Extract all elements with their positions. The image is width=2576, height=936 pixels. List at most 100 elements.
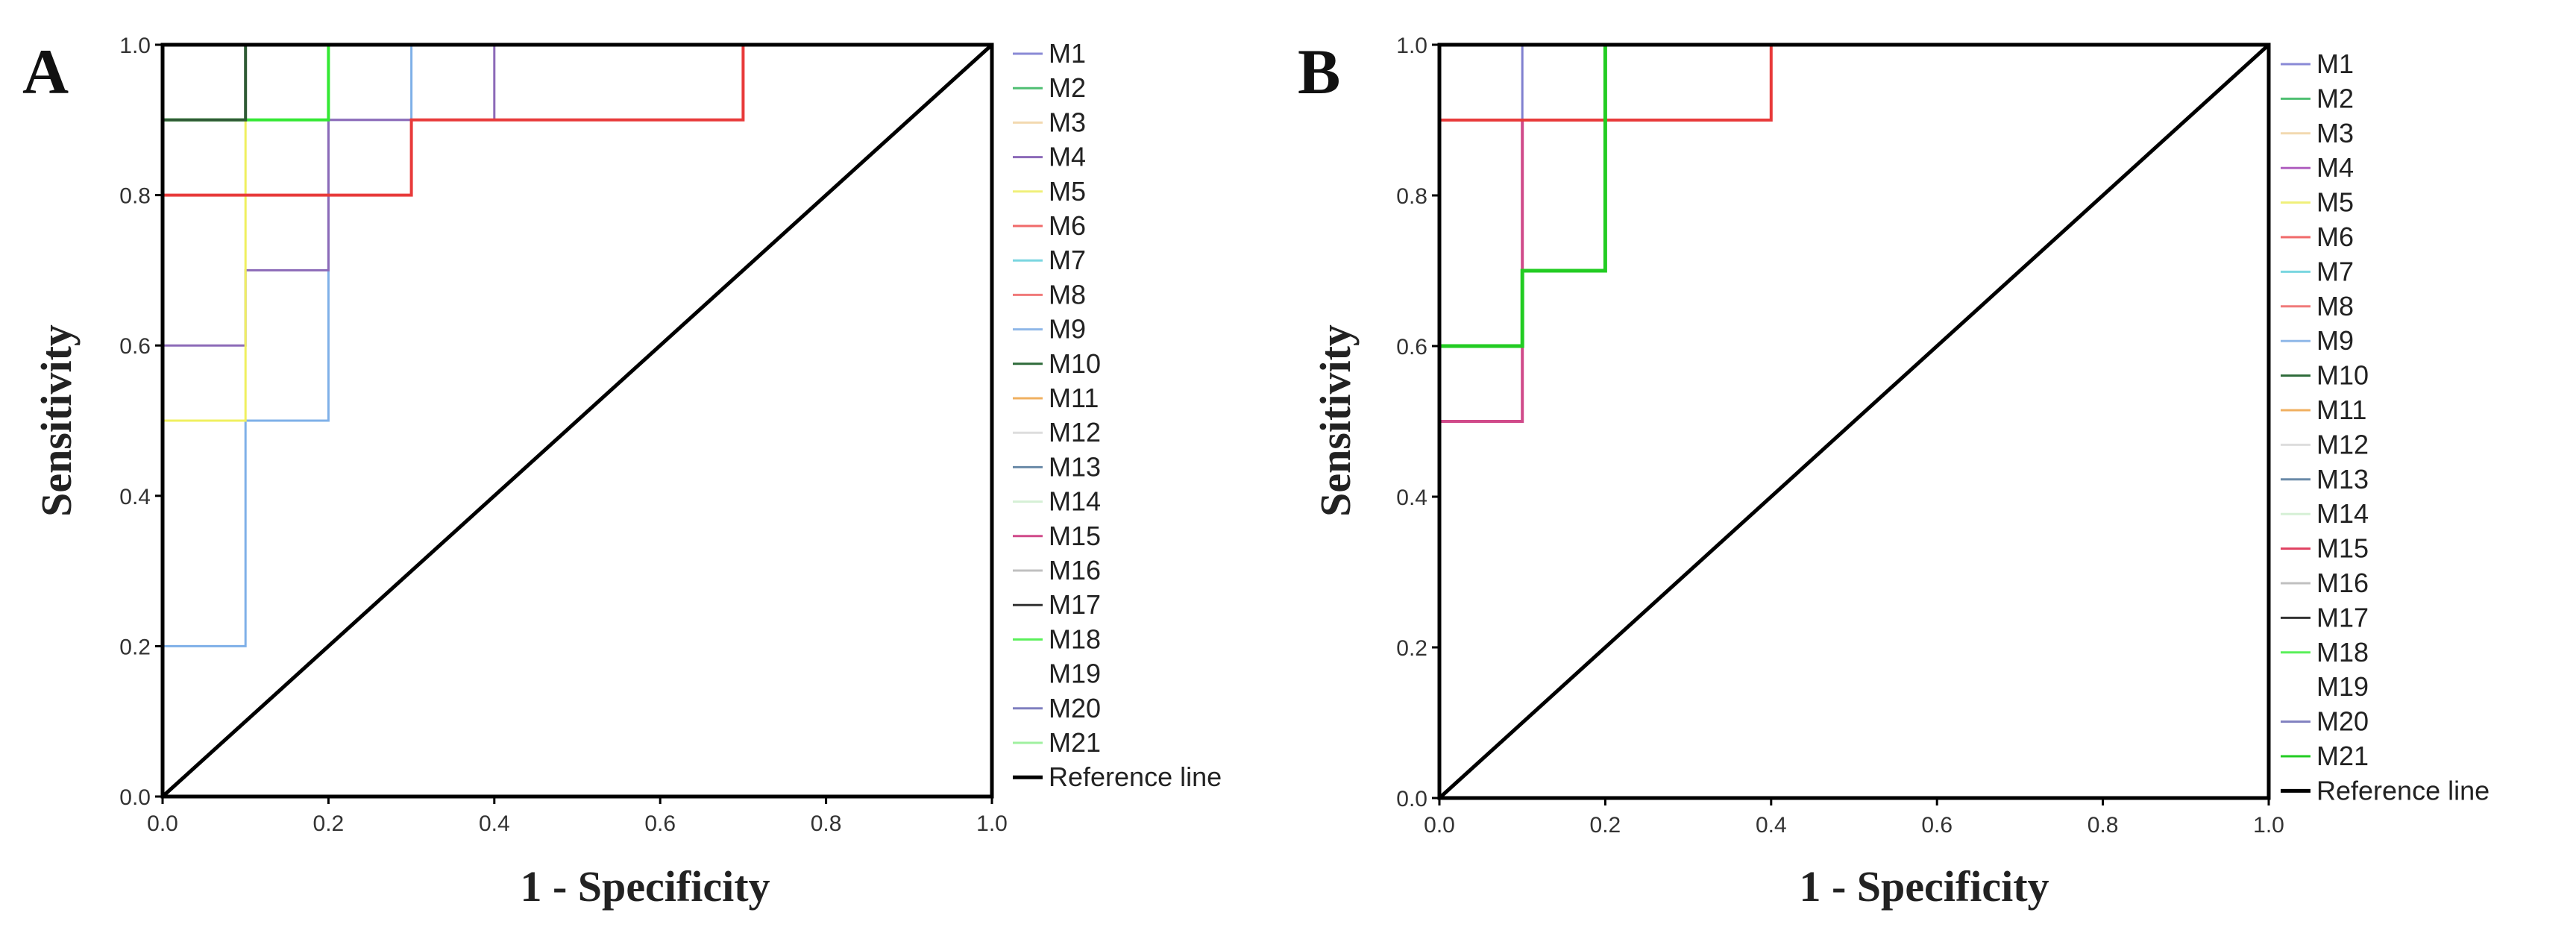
x-tick-label: 0.8 [2087, 813, 2119, 838]
legend-entry: M2 [1013, 72, 1086, 103]
panel-a: A 1 - Specificity Sensitivity 0.0 0.2 0.4 0… [22, 34, 1222, 911]
legend-label: M10 [1049, 348, 1101, 379]
legend-entry: M5 [1013, 176, 1086, 207]
legend-label: M5 [2316, 187, 2354, 218]
legend-label: M19 [1049, 659, 1101, 689]
legend-entry: M11 [1013, 383, 1099, 413]
legend-label: M2 [2316, 83, 2354, 113]
x-tick-label: 1.0 [976, 811, 1008, 836]
legend-entry: M4 [1013, 142, 1086, 172]
legend-entry: Reference line [2281, 775, 2489, 805]
legend-label: M1 [1049, 38, 1086, 69]
y-tick-label: 0.0 [119, 785, 151, 810]
legend-label: M15 [1049, 521, 1101, 551]
legend-label: M16 [2316, 568, 2369, 598]
legend-label: M1 [2316, 48, 2354, 79]
legend-label: M13 [2316, 464, 2369, 494]
panel-b: B 1 - Specificity Sensitivity 0.0 0.2 0.4 0… [1298, 34, 2489, 911]
y-tick-label: 0.8 [1396, 184, 1427, 209]
legend-label: M8 [1049, 279, 1086, 310]
legend-label: M10 [2316, 360, 2369, 391]
legend-label: M20 [2316, 706, 2369, 737]
legend-entry: M3 [2281, 118, 2354, 148]
panel-a-y-axis-title: Sensitivity [32, 324, 81, 517]
legend-entry: M14 [1013, 486, 1101, 517]
x-tick-label: 0.6 [644, 811, 676, 836]
panel-b-legend: M1 M2 M3 M4 M5 M6 M7 M8 M9 M10 M11 M12 M13 M14 M15 M16 M… [2281, 48, 2489, 805]
panel-b-y-axis-title: Sensitivity [1311, 324, 1360, 517]
panel-b-x-ticks: 0.0 0.2 0.4 0.6 0.8 1.0 [1424, 798, 2284, 838]
x-tick-label: 0.6 [1921, 813, 1953, 838]
panel-a-label: A [22, 36, 69, 107]
legend-entry: M10 [2281, 360, 2369, 391]
panel-b-y-ticks: 0.0 0.2 0.4 0.6 0.8 1.0 [1396, 34, 1439, 811]
legend-entry: M18 [2281, 637, 2369, 668]
legend-label: M18 [2316, 637, 2369, 668]
x-tick-label: 0.4 [479, 811, 510, 836]
legend-entry: M6 [1013, 210, 1086, 241]
legend-entry: M19 [2281, 671, 2369, 702]
y-tick-label: 0.0 [1396, 787, 1427, 811]
legend-label: M12 [2316, 429, 2369, 459]
legend-label: Reference line [1049, 761, 1222, 792]
legend-entry: M15 [1013, 521, 1101, 551]
legend-label: M17 [2316, 602, 2369, 632]
panel-b-x-axis-title: 1 - Specificity [1799, 862, 2049, 911]
y-tick-label: 0.2 [119, 635, 151, 659]
legend-entry: M17 [1013, 589, 1101, 620]
legend-entry: M21 [1013, 727, 1101, 758]
legend-label: M16 [1049, 555, 1101, 585]
legend-label: M19 [2316, 671, 2369, 702]
legend-entry: M2 [2281, 83, 2354, 113]
x-tick-label: 0.4 [1756, 813, 1787, 838]
y-tick-label: 0.4 [1396, 486, 1427, 510]
legend-label: Reference line [2316, 775, 2489, 805]
legend-entry: M13 [1013, 451, 1101, 482]
y-tick-label: 0.4 [119, 485, 151, 509]
legend-label: M21 [2316, 741, 2369, 771]
legend-label: M6 [2316, 222, 2354, 252]
panel-a-series [161, 43, 993, 798]
legend-entry: M16 [2281, 568, 2369, 598]
legend-entry: M10 [1013, 348, 1101, 379]
legend-entry: M11 [2281, 395, 2366, 425]
legend-entry: M16 [1013, 555, 1101, 585]
legend-entry: M14 [2281, 498, 2369, 529]
legend-label: M2 [1049, 72, 1086, 103]
x-tick-label: 0.0 [1424, 813, 1455, 838]
roc-curve-reference-line [161, 43, 993, 798]
legend-entry: M17 [2281, 602, 2369, 632]
legend-entry: M3 [1013, 107, 1086, 137]
roc-curve-reference-line [1438, 43, 2270, 800]
legend-label: M9 [1049, 314, 1086, 345]
panel-b-label: B [1298, 36, 1340, 107]
roc-curve-m9 [161, 43, 992, 797]
legend-label: M4 [1049, 142, 1086, 172]
y-tick-label: 1.0 [1396, 34, 1427, 58]
legend-label: M13 [1049, 451, 1101, 482]
legend-entry: M9 [1013, 314, 1086, 345]
legend-entry: M7 [1013, 245, 1086, 275]
legend-label: M6 [1049, 210, 1086, 241]
legend-entry: M20 [2281, 706, 2369, 737]
y-tick-label: 0.2 [1396, 636, 1427, 661]
panel-a-x-axis-title: 1 - Specificity [520, 862, 770, 911]
legend-entry: Reference line [1013, 761, 1222, 792]
legend-label: M12 [1049, 417, 1101, 447]
panel-a-x-ticks: 0.0 0.2 0.4 0.6 0.8 1.0 [147, 797, 1008, 836]
y-tick-label: 0.6 [1396, 335, 1427, 359]
panel-b-plot-frame [1437, 43, 2271, 800]
y-tick-label: 0.6 [119, 334, 151, 359]
legend-entry: M9 [2281, 325, 2354, 356]
legend-entry: M8 [1013, 279, 1086, 310]
legend-label: M11 [2316, 395, 2366, 425]
legend-label: M3 [1049, 107, 1086, 137]
legend-label: M11 [1049, 383, 1099, 413]
legend-label: M9 [2316, 325, 2354, 356]
legend-entry: M12 [2281, 429, 2369, 459]
legend-entry: M4 [2281, 152, 2354, 183]
legend-label: M7 [2316, 256, 2354, 286]
legend-label: M20 [1049, 693, 1101, 723]
legend-entry: M7 [2281, 256, 2354, 286]
